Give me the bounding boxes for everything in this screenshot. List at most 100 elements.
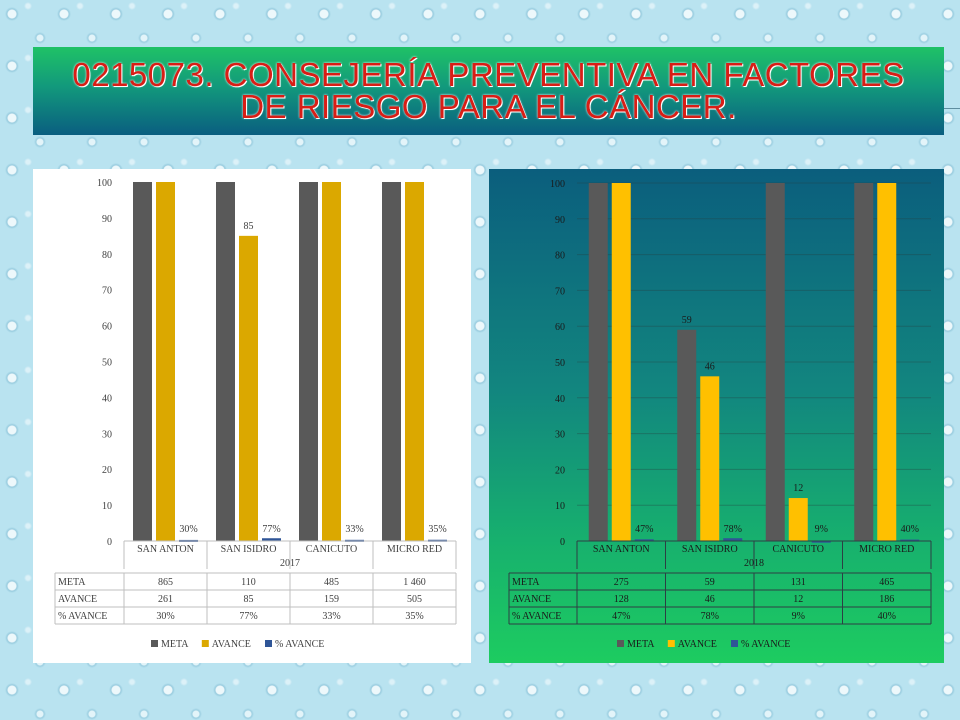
table-cell: 77% xyxy=(239,611,257,622)
table-cell: 12 xyxy=(793,594,803,605)
bar-meta xyxy=(854,183,874,541)
bar-avance xyxy=(405,182,424,541)
legend-swatch xyxy=(731,640,738,647)
bar-meta xyxy=(588,183,608,541)
table-row-header: AVANCE xyxy=(58,594,97,605)
x-category-label: SAN ANTON xyxy=(593,544,650,555)
bar-avance xyxy=(322,182,341,541)
legend-swatch xyxy=(617,640,624,647)
y-tick-label: 70 xyxy=(102,286,112,297)
table-cell: 865 xyxy=(158,577,173,588)
bar-meta xyxy=(382,182,401,541)
table-row-header: % AVANCE xyxy=(512,611,561,622)
table-cell: 46 xyxy=(705,594,715,605)
table-cell: 261 xyxy=(158,594,173,605)
chart-panel-2018: 0 10 20 30 40 50 60 70 80 90 100 59 46 12 47% 78% 9% 40% S… xyxy=(489,169,944,663)
bar-avance xyxy=(262,538,281,541)
bar-avance xyxy=(788,498,808,541)
table-cell: 9% xyxy=(792,611,805,622)
y-tick-label: 50 xyxy=(555,358,565,369)
data-label: 46 xyxy=(705,361,715,372)
y-tick-label: 20 xyxy=(555,465,565,476)
data-label: 40% xyxy=(901,524,919,535)
table-cell: 159 xyxy=(324,594,339,605)
bar-meta xyxy=(765,183,785,541)
bar-avance xyxy=(723,538,743,541)
chart-panel-2017: 0 10 20 30 40 50 60 70 80 90 100 85 30% 77% 33% 35% SAN … xyxy=(33,169,471,663)
y-tick-label: 80 xyxy=(102,250,112,261)
y-tick-label: 100 xyxy=(550,179,565,190)
legend-label: AVANCE xyxy=(212,639,251,650)
y-tick-label: 30 xyxy=(555,430,565,441)
table-cell: 485 xyxy=(324,577,339,588)
y-tick-label: 50 xyxy=(102,358,112,369)
table-row-header: META xyxy=(58,577,86,588)
table-row-header: AVANCE xyxy=(512,594,551,605)
table-cell: 505 xyxy=(407,594,422,605)
data-label: 59 xyxy=(682,315,692,326)
y-tick-label: 70 xyxy=(555,286,565,297)
table-cell: 131 xyxy=(791,577,806,588)
legend-label: META xyxy=(161,639,189,650)
table-row-header: % AVANCE xyxy=(58,611,107,622)
x-category-label: SAN ISIDRO xyxy=(682,544,738,555)
bar-meta xyxy=(216,182,235,541)
table-cell: 465 xyxy=(879,577,894,588)
y-tick-label: 30 xyxy=(102,429,112,440)
legend-swatch xyxy=(667,640,675,647)
bar-avance xyxy=(877,183,897,541)
table-row-header: META xyxy=(512,577,540,588)
y-tick-label: 90 xyxy=(102,214,112,225)
data-label: 35% xyxy=(428,524,446,535)
table-cell: 78% xyxy=(701,611,719,622)
bar-meta xyxy=(133,182,152,541)
x-category-label: SAN ANTON xyxy=(137,544,194,555)
table-cell: 59 xyxy=(705,577,715,588)
y-tick-label: 80 xyxy=(555,251,565,262)
bar-meta xyxy=(299,182,318,541)
legend-label: META xyxy=(627,639,655,650)
title-banner: 0215073. CONSEJERÍA PREVENTIVA EN FACTOR… xyxy=(33,47,944,135)
table-cell: 35% xyxy=(405,611,423,622)
table-cell: 85 xyxy=(244,594,254,605)
legend-swatch xyxy=(201,640,209,647)
table-cell: 47% xyxy=(612,611,630,622)
bar-avance xyxy=(156,182,175,541)
table-cell: 30% xyxy=(156,611,174,622)
data-label: 85 xyxy=(244,221,254,232)
x-axis-year-label: 2018 xyxy=(744,558,764,569)
legend-swatch xyxy=(265,640,272,647)
data-label: 78% xyxy=(724,524,742,535)
legend-swatch xyxy=(151,640,158,647)
data-label: 30% xyxy=(179,524,197,535)
table-cell: 40% xyxy=(878,611,896,622)
title-divider-line xyxy=(944,108,960,109)
y-tick-label: 90 xyxy=(555,215,565,226)
x-category-label: MICRO RED xyxy=(859,544,914,555)
y-tick-label: 60 xyxy=(555,322,565,333)
chart-2017: 0 10 20 30 40 50 60 70 80 90 100 85 30% 77% 33% 35% SAN … xyxy=(54,178,457,650)
data-label: 77% xyxy=(262,524,280,535)
x-category-label: SAN ISIDRO xyxy=(221,544,277,555)
x-category-label: CANICUTO xyxy=(773,544,824,555)
y-tick-label: 0 xyxy=(107,537,112,548)
chart-2018: 0 10 20 30 40 50 60 70 80 90 100 59 46 12 47% 78% 9% 40% S… xyxy=(508,179,932,650)
bar-avance xyxy=(811,540,831,543)
y-tick-label: 20 xyxy=(102,465,112,476)
table-cell: 275 xyxy=(614,577,629,588)
data-label: 12 xyxy=(793,483,803,494)
bar-avance xyxy=(239,235,258,541)
y-tick-label: 10 xyxy=(102,501,112,512)
data-label: 9% xyxy=(815,524,828,535)
bar-meta xyxy=(677,329,697,541)
table-cell: 110 xyxy=(241,577,256,588)
table-cell: 33% xyxy=(322,611,340,622)
bar-avance xyxy=(611,183,631,541)
legend-label: % AVANCE xyxy=(741,639,790,650)
bar-avance xyxy=(700,376,720,541)
x-category-label: CANICUTO xyxy=(306,544,357,555)
table-cell: 128 xyxy=(614,594,629,605)
table-cell: 1 460 xyxy=(403,577,426,588)
y-tick-label: 100 xyxy=(97,178,112,189)
y-tick-label: 40 xyxy=(555,394,565,405)
